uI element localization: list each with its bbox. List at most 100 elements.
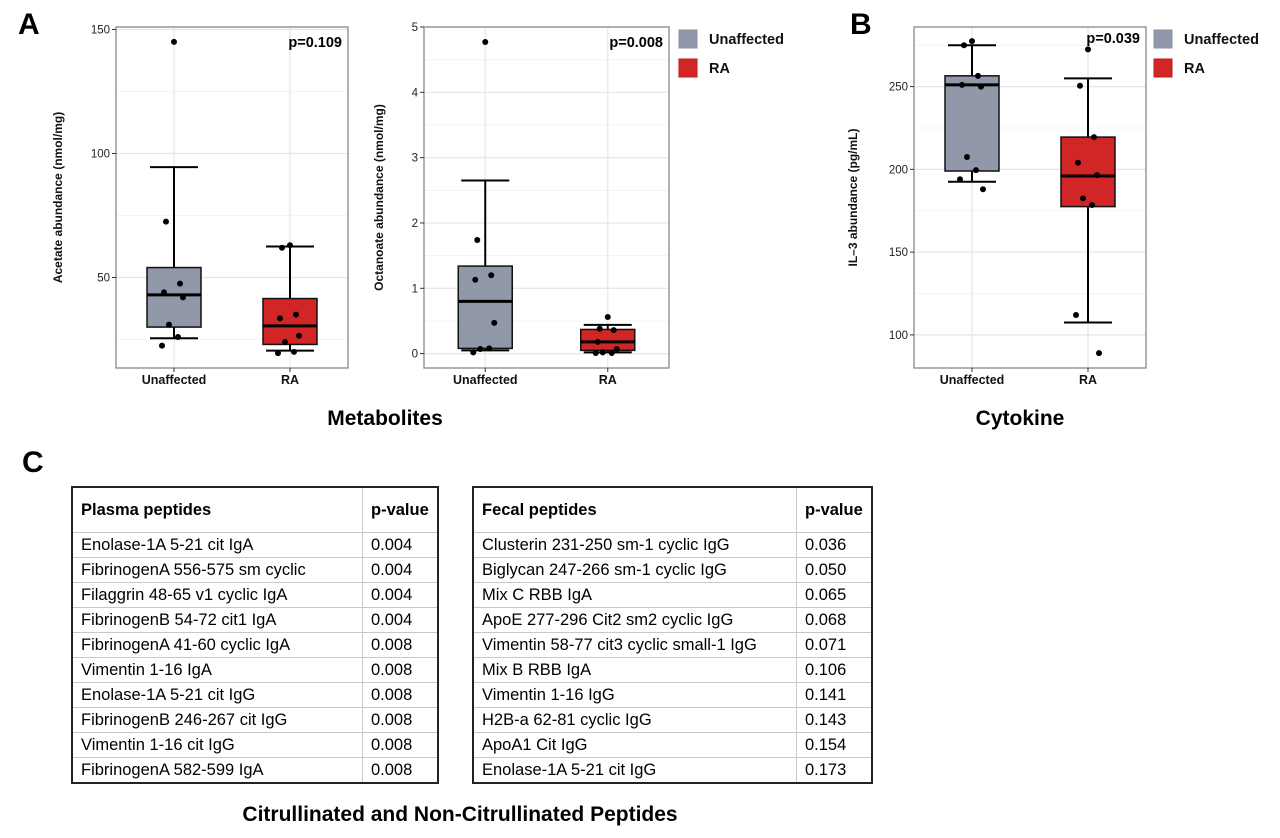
table-row: FibrinogenA 556-575 sm cyclic 0.004 [71,557,439,583]
data-point [477,346,484,353]
y-axis-label: Acetate abundance (nmol/mg) [51,112,65,283]
p-value-cell: 0.008 [361,757,439,784]
chart-il3: 100 150 200 250 Unaffected RA IL–3 abundance (… [846,26,1147,387]
peptide-name-cell: Vimentin 1-16 IgA [71,657,363,683]
data-point [957,176,963,183]
panel-letter-c: C [22,446,44,479]
p-value-annotation: p=0.008 [609,35,663,51]
table-header-row: Fecal peptides p-value [472,486,873,533]
p-value-cell: 0.154 [795,732,873,758]
table-row: Vimentin 1-16 IgG 0.141 [472,682,873,708]
data-point [1085,46,1091,53]
peptide-name-cell: Vimentin 58-77 cit3 cyclic small-1 IgG [472,632,797,658]
x-tick-label: RA [599,373,617,387]
data-point [975,72,981,79]
y-axis-label: IL–3 abundance (pg/mL) [846,128,860,266]
legend-swatch-ra [678,58,698,78]
plot-frame [423,26,670,369]
box-ra [580,314,636,356]
peptide-name-cell: Biglycan 247-266 sm-1 cyclic IgG [472,557,797,583]
data-point [1073,312,1079,319]
data-point [1080,195,1086,202]
y-tick-label: 100 [889,330,908,342]
box-body [580,328,636,352]
chart-octanoate: 0 1 2 3 4 5 Unaffected RA Octanoate abundance (n… [372,22,670,387]
peptide-name-cell: FibrinogenA 41-60 cyclic IgA [71,632,363,658]
p-value-cell: 0.004 [361,607,439,633]
legend-swatch-unaffected [678,29,698,49]
box-body [262,297,318,346]
p-value-cell: 0.071 [795,632,873,658]
table-row: H2B-a 62-81 cyclic IgG 0.143 [472,707,873,733]
table-row: Clusterin 231-250 sm-1 cyclic IgG 0.036 [472,532,873,558]
data-point [973,167,979,174]
data-point [159,342,165,349]
data-point [959,81,965,88]
data-point [1094,172,1100,179]
data-point [472,276,479,283]
p-value-cell: 0.050 [795,557,873,583]
y-tick-label: 250 [889,82,908,94]
x-tick-label: Unaffected [142,373,207,387]
column-header-peptide: Plasma peptides [71,486,363,533]
table-row: FibrinogenB 246-267 cit IgG 0.008 [71,707,439,733]
data-point [486,345,493,352]
data-point [964,153,970,160]
table-header-row: Plasma peptides p-value [71,486,439,533]
peptide-name-cell: Clusterin 231-250 sm-1 cyclic IgG [472,532,797,558]
p-value-cell: 0.141 [795,682,873,708]
legend-label: RA [709,61,730,77]
data-point [980,186,986,193]
box-ra [1060,46,1116,357]
y-tick-label: 5 [412,22,418,34]
data-point [277,315,283,322]
box-unaffected [944,38,1000,193]
p-value-annotation: p=0.039 [1086,31,1140,47]
y-tick-label: 4 [412,87,419,99]
p-value-cell: 0.173 [795,757,873,784]
y-tick-label: 0 [412,349,418,361]
data-point [613,346,620,353]
plot-frame [115,26,349,369]
data-point [1075,159,1081,166]
legend-swatch-ra [1153,58,1173,78]
table-row: Enolase-1A 5-21 cit IgG 0.173 [472,757,873,784]
data-point [163,218,169,225]
data-point [596,325,603,332]
chart-acetate: 50 100 150 Unaffected RA Acetate abundance (n… [51,24,349,387]
legend-label: Unaffected [709,32,784,48]
y-tick-label: 150 [889,247,908,259]
data-point [969,38,975,45]
data-point [1077,82,1083,89]
data-point [610,327,617,334]
peptide-name-cell: FibrinogenA 582-599 IgA [71,757,363,784]
table-row: Enolase-1A 5-21 cit IgG 0.008 [71,682,439,708]
p-value-cell: 0.004 [361,582,439,608]
peptide-name-cell: ApoA1 Cit IgG [472,732,797,758]
data-point [275,350,281,357]
data-point [604,314,611,321]
table-row: ApoA1 Cit IgG 0.154 [472,732,873,758]
peptide-name-cell: H2B-a 62-81 cyclic IgG [472,707,797,733]
y-tick-label: 150 [91,24,110,36]
data-point [474,236,481,243]
p-value-cell: 0.143 [795,707,873,733]
data-point [180,294,186,301]
data-point [177,280,183,287]
p-value-cell: 0.008 [361,732,439,758]
data-point [470,349,477,356]
p-value-cell: 0.008 [361,707,439,733]
box-unaffected [146,38,202,349]
table-row: FibrinogenB 54-72 cit1 IgA 0.004 [71,607,439,633]
box-body [146,266,202,328]
p-value-cell: 0.004 [361,557,439,583]
table-row: Vimentin 58-77 cit3 cyclic small-1 IgG 0.… [472,632,873,658]
data-point [1089,201,1095,208]
peptide-name-cell: FibrinogenB 246-267 cit IgG [71,707,363,733]
table-row: FibrinogenA 41-60 cyclic IgA 0.008 [71,632,439,658]
table-row: Vimentin 1-16 IgA 0.008 [71,657,439,683]
panel-letter-a: A [18,8,40,41]
data-point [282,338,288,345]
section-title-peptides: Citrullinated and Non-Citrullinated Pept… [242,803,678,826]
